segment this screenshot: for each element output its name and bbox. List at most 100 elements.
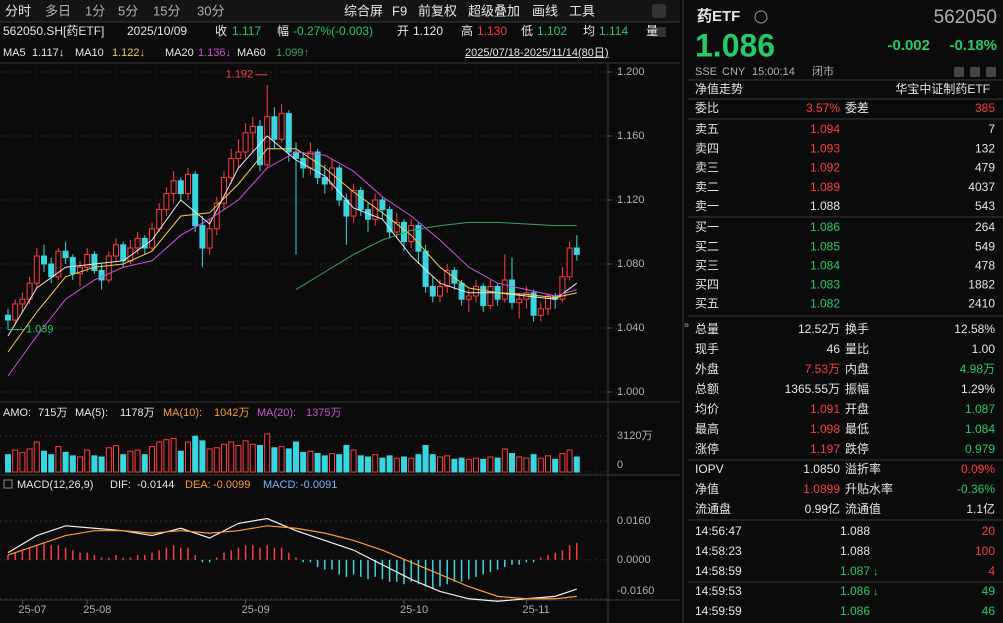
ask-price: 1.094: [810, 122, 840, 136]
stat-value: 0.979: [965, 442, 995, 456]
volume-bar: [523, 457, 530, 473]
candle-body: [451, 269, 458, 284]
collapse-button[interactable]: »: [684, 319, 689, 329]
menu-item[interactable]: F9: [392, 3, 407, 18]
stat-value: 1.087: [965, 402, 995, 416]
edit-icon[interactable]: [970, 67, 980, 77]
volume-bar: [156, 441, 163, 473]
x-tick-label: 25-11: [522, 604, 549, 616]
candle-body: [228, 157, 235, 179]
candle-body: [393, 221, 400, 233]
edit-icon[interactable]: [986, 67, 996, 77]
ma-name: MA5: [3, 47, 26, 59]
tab[interactable]: 多日: [45, 3, 71, 18]
menu-item[interactable]: 超级叠加: [468, 3, 520, 18]
volume-bar: [444, 455, 451, 473]
candle-body: [12, 303, 19, 321]
candle-body: [19, 298, 26, 305]
menu-more[interactable]: 量: [646, 24, 658, 38]
field-label: 委差: [845, 101, 869, 115]
tab[interactable]: 15分: [153, 3, 180, 18]
volume-bar: [365, 456, 371, 473]
tab[interactable]: 30分: [197, 3, 224, 18]
volume-bar: [437, 456, 443, 473]
info-icon[interactable]: [754, 10, 768, 24]
candle-body: [199, 225, 206, 249]
y-tick-label: 0.0160: [617, 515, 651, 527]
trade-volume: 49: [982, 584, 996, 598]
field-value: 3.57%: [806, 101, 840, 115]
volume-bar: [559, 453, 566, 473]
ask-price: 1.089: [810, 180, 840, 194]
settings-icon[interactable]: [652, 4, 666, 18]
field-label: 均: [583, 24, 595, 38]
volume-bar: [192, 435, 199, 473]
stat-value: 1.197: [810, 442, 840, 456]
trade-price: 1.088: [840, 544, 870, 558]
stat-value: 0.09%: [961, 462, 995, 476]
stat-label: 涨停: [695, 441, 719, 456]
volume-bar: [552, 458, 559, 473]
toolbar-bg: [0, 0, 680, 22]
candle-body: [465, 295, 472, 300]
date-range[interactable]: 2025/07/18-2025/11/14(80日): [465, 47, 609, 59]
volume-bar: [458, 457, 465, 473]
panel-tab[interactable]: 华宝中证制药ETF: [895, 81, 990, 96]
bid-volume: 1882: [968, 277, 995, 291]
menu-item[interactable]: 画线: [532, 3, 558, 18]
tab[interactable]: 1分: [85, 3, 105, 18]
volume-bar: [177, 450, 184, 473]
volume-bar: [516, 456, 523, 473]
candle-body: [264, 116, 271, 166]
candle-body: [357, 189, 364, 211]
stat-label: 现手: [695, 342, 719, 356]
volume-bar: [480, 458, 487, 473]
panel-tab[interactable]: 净值走势: [695, 81, 743, 96]
volume-bar: [537, 457, 544, 473]
tab[interactable]: 分时: [5, 3, 31, 18]
y-tick-label: 3120万: [617, 430, 652, 442]
bid-price: 1.084: [810, 258, 840, 272]
volume-bar: [221, 443, 227, 473]
volume-bar: [465, 458, 472, 473]
candle-body: [235, 151, 242, 159]
layout-icon[interactable]: [652, 27, 666, 37]
y-tick-label: 1.120: [617, 194, 645, 206]
volume-bar: [271, 447, 278, 473]
candle-body: [120, 244, 127, 262]
macd-legend-label: DIF:: [110, 479, 131, 491]
menu-item[interactable]: 前复权: [418, 3, 457, 18]
tab[interactable]: 5分: [118, 3, 138, 18]
volume-bar: [91, 455, 98, 473]
ask-label: 卖四: [695, 141, 719, 155]
trade-time: 14:58:59: [695, 564, 742, 578]
macd-line: [7, 525, 577, 600]
candle-body: [573, 247, 580, 255]
volume-legend-value: 715万: [38, 407, 67, 419]
ma-line: [7, 151, 577, 377]
volume-bar: [257, 444, 263, 473]
stat-value: 1365.55万: [785, 382, 840, 396]
annotation: 1.039: [26, 324, 54, 336]
volume-bar: [494, 457, 501, 473]
volume-bar: [401, 456, 407, 473]
candle-body: [84, 253, 91, 268]
candle-body: [336, 167, 343, 201]
candle-body: [545, 295, 551, 310]
y-tick-label: 1.160: [617, 130, 645, 142]
stat-value: 1.084: [965, 422, 995, 436]
stat-value: 1.29%: [961, 382, 995, 396]
bid-price: 1.085: [810, 239, 840, 253]
trade-price: 1.086: [840, 584, 870, 598]
stat-label: 外盘: [695, 361, 719, 376]
volume-bar: [422, 444, 429, 473]
candle-body: [41, 255, 47, 265]
volume-bar: [62, 451, 69, 473]
field-label: 委比: [695, 101, 719, 115]
quote-meta: 闭市: [812, 64, 834, 78]
edit-icon[interactable]: [954, 67, 964, 77]
menu-item[interactable]: 综合屏: [344, 3, 383, 18]
menu-item[interactable]: 工具: [569, 3, 595, 18]
stat-value: 4.98万: [960, 362, 995, 376]
volume-bar: [199, 440, 206, 473]
